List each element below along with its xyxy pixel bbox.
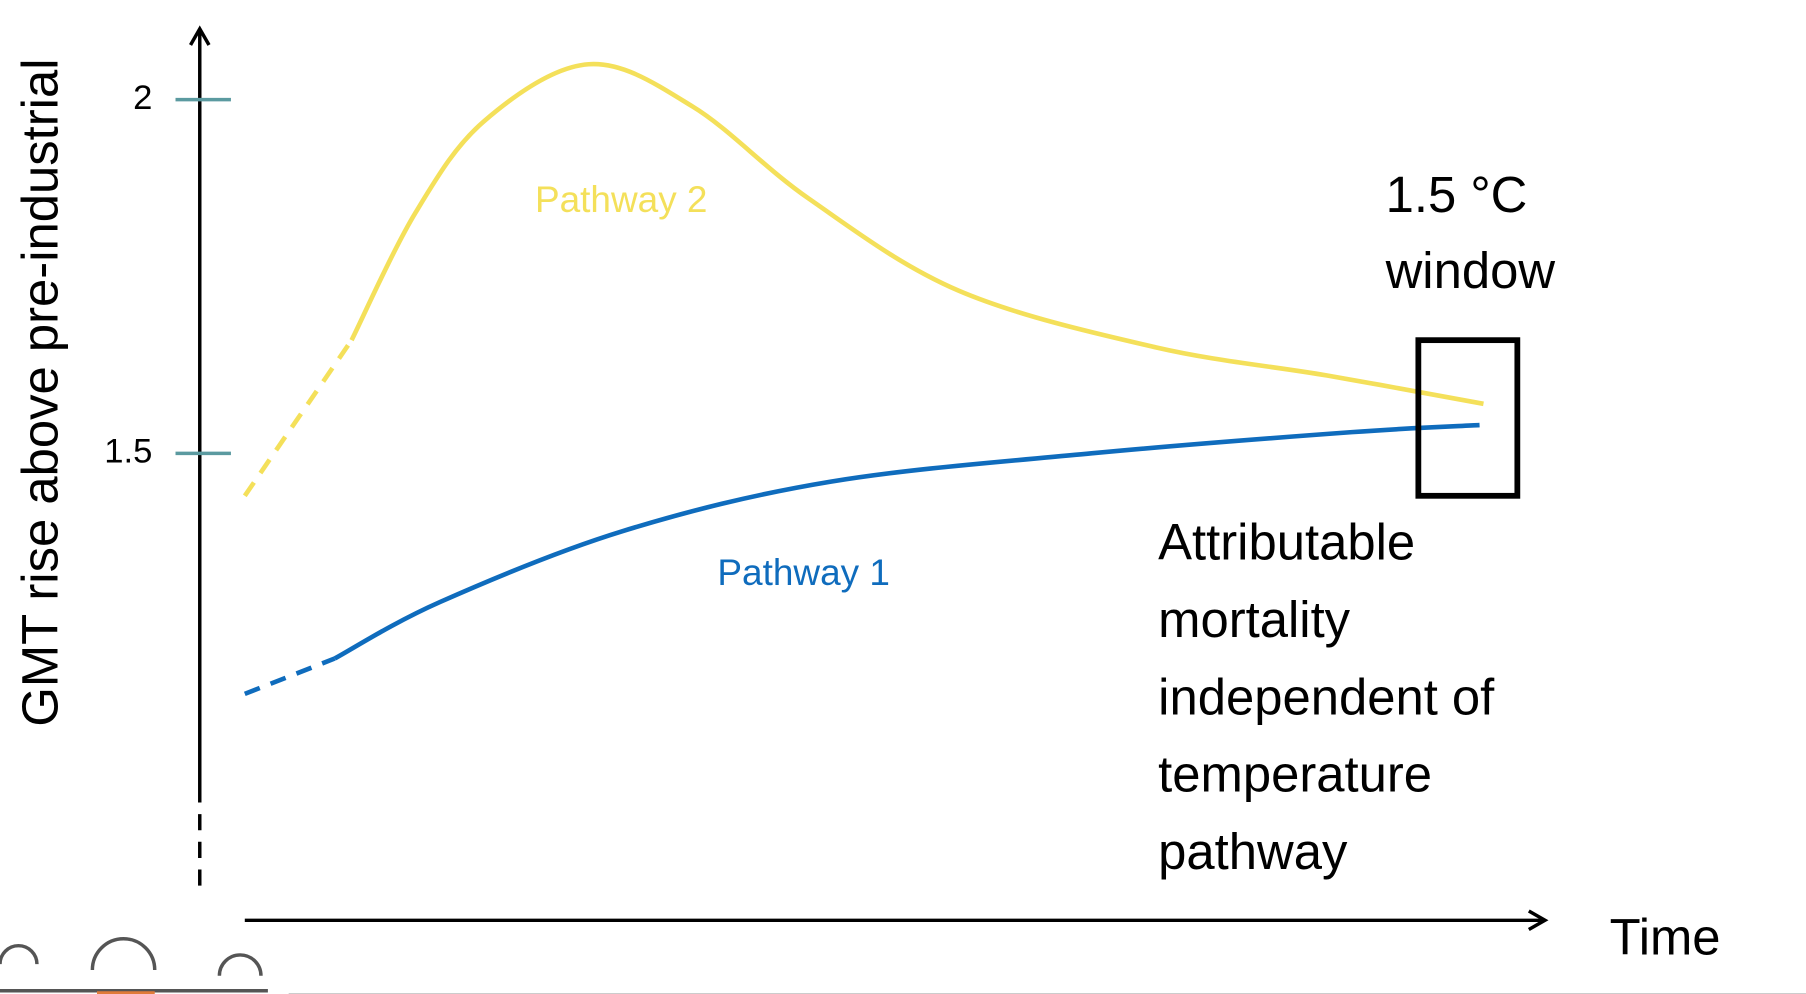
logo	[0, 937, 268, 993]
window-label: 1.5 °C	[1386, 166, 1528, 223]
projected-line	[243, 656, 336, 697]
y-tick-label: 1.5	[104, 433, 152, 471]
x-axis-label: Time	[1610, 909, 1721, 966]
annotation: independent of	[1158, 668, 1495, 725]
series-label: Pathway 1	[717, 552, 889, 593]
y-axis-label: GMT rise above pre-industrial	[11, 59, 68, 727]
annotation: pathway	[1158, 823, 1348, 880]
annotation: temperature	[1158, 746, 1432, 803]
y-tick-label: 2	[133, 79, 152, 117]
window-label: window	[1385, 242, 1556, 299]
projected-line	[242, 338, 354, 498]
series-line	[333, 422, 1480, 661]
plot: GMT rise above pre-industrial Time 1.5 2 P…	[0, 25, 1806, 994]
window-box	[1415, 337, 1521, 499]
annotation: Attributable	[1158, 514, 1415, 571]
series-line	[349, 61, 1484, 407]
annotation: mortality	[1158, 591, 1351, 648]
series-label: Pathway 2	[535, 179, 707, 220]
